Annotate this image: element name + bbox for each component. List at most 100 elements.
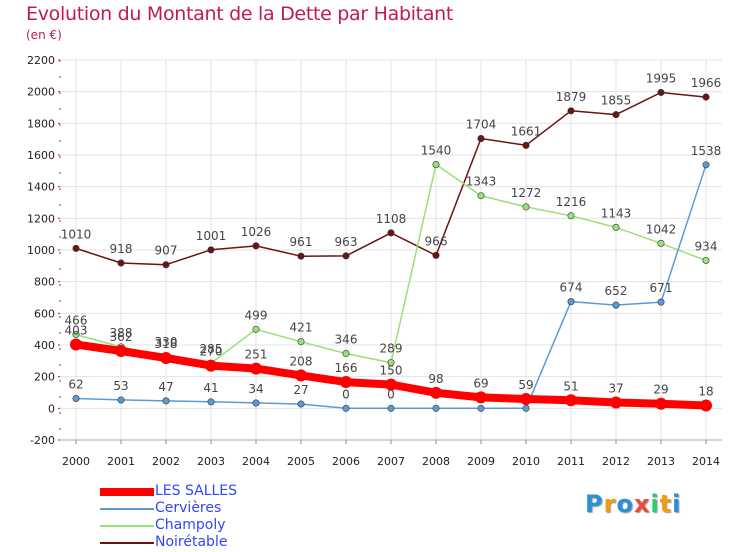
data-label-noiretable: 1855: [601, 94, 632, 108]
data-label-les-salles: 59: [518, 378, 533, 392]
data-point-noiretable: [252, 242, 260, 250]
data-label-noiretable: 1879: [556, 90, 587, 104]
data-point-noiretable: [117, 259, 125, 267]
proxiti-logo: Proxiti: [585, 490, 681, 518]
data-label-les-salles: 150: [380, 364, 403, 378]
y-tick-label: 600: [34, 307, 55, 320]
x-tick-label: 2005: [287, 455, 315, 468]
data-point-les-salles: [610, 396, 622, 409]
logo-letter: t: [659, 490, 673, 518]
data-point-cervieres: [297, 400, 305, 408]
data-point-noiretable: [72, 244, 80, 252]
x-tick-label: 2013: [647, 455, 675, 468]
y-tick-label: 1800: [27, 117, 55, 130]
data-point-les-salles: [340, 376, 352, 389]
data-point-champoly: [702, 256, 710, 264]
data-point-noiretable: [207, 246, 215, 254]
data-label-les-salles: 98: [428, 372, 443, 386]
data-label-champoly: 1540: [421, 144, 452, 158]
data-label-cervieres: 53: [113, 379, 128, 393]
grid-layer: [60, 59, 722, 441]
data-label-champoly: 934: [695, 239, 718, 253]
legend-label-noiretable: Noirétable: [155, 534, 228, 550]
data-label-champoly: 1143: [601, 206, 632, 220]
x-tick-label: 2012: [602, 455, 630, 468]
data-label-noiretable: 918: [110, 242, 133, 256]
axis-layer: -200020040060080010001200140016001800200…: [27, 54, 722, 468]
data-point-les-salles: [250, 362, 262, 375]
data-label-noiretable: 1108: [376, 212, 407, 226]
legend-label-champoly: Champoly: [155, 517, 226, 533]
data-point-noiretable: [522, 141, 530, 149]
data-point-champoly: [297, 338, 305, 346]
x-tick-label: 2010: [512, 455, 540, 468]
data-point-noiretable: [297, 252, 305, 260]
x-tick-label: 2009: [467, 455, 495, 468]
data-label-les-salles: 318: [155, 337, 178, 351]
chart-title: Evolution du Montant de la Dette par Hab…: [26, 3, 454, 25]
data-point-noiretable: [567, 107, 575, 115]
data-label-champoly: 285: [200, 342, 223, 356]
data-point-cervieres: [207, 398, 215, 406]
data-label-champoly: 289: [380, 342, 403, 356]
data-point-cervieres: [702, 161, 710, 169]
y-tick-label: 1000: [27, 244, 55, 257]
data-label-cervieres: 34: [248, 382, 263, 396]
data-label-les-salles: 29: [653, 383, 668, 397]
y-tick-label: 2200: [27, 54, 55, 67]
data-label-cervieres: 41: [203, 381, 218, 395]
data-label-cervieres: 0: [387, 387, 395, 401]
x-tick-label: 2008: [422, 455, 450, 468]
series-layer: [70, 88, 712, 412]
logo-letter: r: [603, 490, 617, 518]
data-point-cervieres: [342, 404, 350, 412]
data-label-noiretable: 963: [335, 235, 358, 249]
data-point-cervieres: [72, 395, 80, 403]
data-label-noiretable: 1661: [511, 124, 542, 138]
data-point-les-salles: [385, 378, 397, 391]
legend-swatch-cervieres: [100, 508, 154, 510]
data-label-les-salles: 18: [698, 384, 713, 398]
data-label-noiretable: 1966: [691, 76, 722, 90]
legend-item-noiretable: Noirétable: [100, 535, 320, 552]
data-point-champoly: [612, 223, 620, 231]
data-label-noiretable: 1026: [241, 225, 272, 239]
data-label-cervieres: 674: [560, 281, 583, 295]
data-point-champoly: [342, 350, 350, 358]
data-label-champoly: 1216: [556, 195, 587, 209]
data-label-noiretable: 961: [290, 235, 313, 249]
logo-letter: x: [633, 490, 651, 518]
data-label-champoly: 1343: [466, 175, 497, 189]
data-label-champoly: 466: [65, 314, 88, 328]
data-point-cervieres: [162, 397, 170, 405]
data-label-champoly: 346: [335, 333, 358, 347]
data-point-les-salles: [160, 351, 172, 364]
data-point-cervieres: [612, 301, 620, 309]
x-tick-label: 2011: [557, 455, 585, 468]
data-point-les-salles: [430, 386, 442, 399]
data-label-champoly: 388: [110, 326, 133, 340]
y-tick-label: 800: [34, 276, 55, 289]
data-label-champoly: 1042: [646, 222, 677, 236]
data-label-champoly: 1272: [511, 186, 542, 200]
x-tick-label: 2006: [332, 455, 360, 468]
data-label-cervieres: 27: [293, 383, 308, 397]
data-label-champoly: 330: [155, 335, 178, 349]
data-label-noiretable: 1001: [196, 229, 227, 243]
chart-subtitle: (en €): [26, 28, 62, 42]
y-tick-label: 200: [34, 371, 55, 384]
x-tick-label: 2014: [692, 455, 720, 468]
data-point-noiretable: [657, 88, 665, 96]
data-point-cervieres: [477, 404, 485, 412]
y-tick-label: 1600: [27, 149, 55, 162]
data-point-les-salles: [475, 391, 487, 404]
data-point-cervieres: [117, 396, 125, 404]
y-tick-label: 2000: [27, 86, 55, 99]
data-point-les-salles: [115, 345, 127, 358]
data-point-noiretable: [432, 251, 440, 259]
data-label-les-salles: 37: [608, 381, 623, 395]
legend-swatch-champoly: [100, 525, 154, 527]
data-point-champoly: [657, 239, 665, 247]
